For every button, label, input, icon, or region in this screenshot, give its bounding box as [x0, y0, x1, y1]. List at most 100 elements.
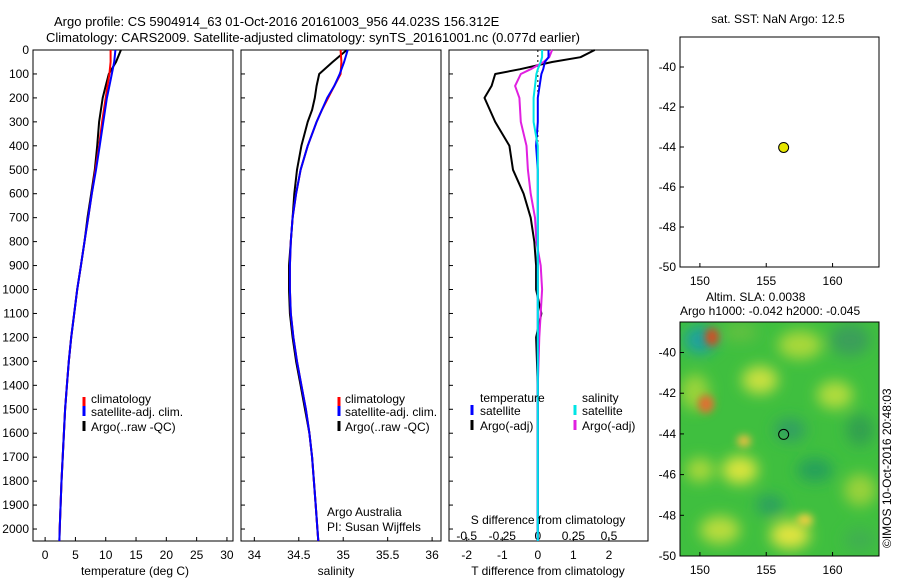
temperature-x-tick-label: 0: [42, 548, 49, 562]
depth-tick-label: 300: [9, 115, 29, 129]
salinity-satellite-diff-line: [532, 50, 544, 541]
salinity-profile-line: [288, 49, 349, 542]
map-y-tick-label: -44: [659, 427, 677, 441]
temperature-xlabel: temperature (deg C): [81, 564, 189, 578]
map-x-tick-label: 150: [690, 563, 710, 577]
depth-tick-label: 1500: [2, 402, 29, 416]
salinity-x-tick-label: 34.5: [287, 548, 311, 562]
difference-profiles: [483, 49, 596, 541]
header-title-line2: Climatology: CARS2009. Satellite-adjuste…: [46, 30, 580, 45]
map-y-tick-label: -50: [659, 549, 677, 563]
temperature-axis-ticks: 0100200300400500600700800900100011001200…: [2, 43, 234, 562]
map-y-tick-label: -40: [659, 60, 677, 74]
depth-tick-label: 1900: [2, 498, 29, 512]
temperature-profiles: [58, 49, 122, 542]
temperature-x-tick-label: 20: [160, 548, 174, 562]
sst-label: sat. SST: NaN Argo: 12.5: [711, 12, 845, 26]
temperature-diff-x-tick-label: 0: [534, 548, 541, 562]
legend-temp-satellite-label: satellite: [480, 404, 521, 418]
legend-argo-label: Argo(..raw -QC): [91, 420, 176, 434]
depth-tick-label: 1000: [2, 283, 29, 297]
salinity-diff-tick-label: -0.25: [489, 529, 517, 543]
salinity-x-tick-label: 35.5: [376, 548, 400, 562]
map-x-tick-label: 160: [823, 563, 843, 577]
depth-tick-label: 2000: [2, 522, 29, 536]
sla-label: Altim. SLA: 0.0038: [706, 290, 806, 304]
depth-tick-label: 600: [9, 187, 29, 201]
map-x-tick-label: 155: [756, 563, 776, 577]
depth-tick-label: 0: [22, 43, 29, 57]
legend-climatology-label: climatology: [91, 392, 151, 406]
map-x-tick-label: 160: [823, 274, 843, 288]
depth-tick-label: 1700: [2, 450, 29, 464]
depth-tick-label: 700: [9, 211, 29, 225]
legend-sal-satellite-label: satellite: [582, 404, 623, 418]
temperature-diff-x-tick-label: 2: [606, 548, 613, 562]
map-y-tick-label: -40: [659, 346, 677, 360]
argo-location-marker: [778, 428, 790, 440]
map-y-tick-label: -46: [659, 180, 677, 194]
legend-temperature-head: temperature: [480, 391, 545, 405]
credit-line2: PI: Susan Wijffels: [327, 520, 421, 534]
depth-tick-label: 200: [9, 91, 29, 105]
imos-watermark: ©IMOS 10-Oct-2016 20:48:03: [880, 388, 894, 548]
temperature-diff-xlabel: T difference from climatology: [471, 564, 625, 578]
salinity-diff-tick-label: 0.25: [562, 529, 586, 543]
temperature-panel: 0100200300400500600700800900100011001200…: [2, 43, 234, 578]
map-x-tick-label: 150: [690, 274, 710, 288]
depth-tick-label: 400: [9, 139, 29, 153]
map-y-tick-label: -46: [659, 468, 677, 482]
map-y-tick-label: -48: [659, 220, 677, 234]
header-title-line1: Argo profile: CS 5904914_63 01-Oct-2016 …: [54, 14, 500, 29]
sla-map-axis-ticks: 150 155 160 -40 -42 -44 -46 -48 -50: [659, 346, 843, 577]
sla-heatmap: [680, 322, 879, 556]
salinity-diff-xlabel: S difference from climatology: [471, 513, 626, 527]
sla-map-panel: Altim. SLA: 0.0038 Argo h1000: -0.042 h2…: [659, 290, 894, 577]
salinity-xlabel: salinity: [318, 564, 355, 578]
legend-temp-argo-label: Argo(-adj): [480, 419, 533, 433]
legend-climatology-label: climatology: [345, 392, 405, 406]
salinity-diff-tick-label: -0.5: [456, 529, 477, 543]
legend-salinity-head: salinity: [582, 391, 619, 405]
salinity-axis-ticks: 34 34.5 35 35.5 36: [241, 49, 439, 562]
map-y-tick-label: -48: [659, 508, 677, 522]
salinity-x-tick-label: 34: [248, 548, 262, 562]
temperature-diff-x-tick-label: -1: [497, 548, 508, 562]
depth-tick-label: 900: [9, 259, 29, 273]
depth-tick-label: 1100: [3, 306, 29, 320]
depth-tick-label: 1400: [2, 378, 29, 392]
sla-height-label: Argo h1000: -0.042 h2000: -0.045: [680, 304, 860, 318]
salinity-x-tick-label: 35: [337, 548, 351, 562]
map-y-tick-label: -50: [659, 260, 677, 274]
temperature-diff-x-tick-label: 1: [570, 548, 577, 562]
legend-satellite-label: satellite-adj. clim.: [91, 405, 183, 419]
temperature-x-tick-label: 25: [190, 548, 204, 562]
salinity-profiles: [288, 49, 349, 542]
map-y-tick-label: -42: [659, 386, 677, 400]
legend-argo-label: Argo(..raw -QC): [345, 420, 430, 434]
temperature-profile-line: [58, 49, 117, 542]
map-x-tick-label: 155: [756, 274, 776, 288]
salinity-diff-tick-label: 0.5: [601, 529, 618, 543]
depth-tick-label: 1300: [2, 354, 29, 368]
depth-tick-label: 500: [9, 163, 29, 177]
sst-map-panel: sat. SST: NaN Argo: 12.5 150 155 160 -40 -42…: [659, 12, 880, 288]
temperature-x-tick-label: 15: [129, 548, 143, 562]
sst-map-axis-ticks: 150 155 160 -40 -42 -44 -46 -48 -50: [659, 60, 843, 288]
map-y-tick-label: -42: [659, 100, 677, 114]
salinity-panel: 34 34.5 35 35.5 36 climatology satellite-adj…: [240, 49, 442, 578]
credit-line1: Argo Australia: [327, 505, 402, 519]
depth-tick-label: 100: [9, 67, 29, 81]
temperature-diff-x-tick-label: -2: [461, 548, 472, 562]
depth-tick-label: 1600: [2, 426, 29, 440]
argo-location-marker: [778, 141, 790, 153]
temperature-x-tick-label: 30: [220, 548, 234, 562]
depth-tick-label: 1800: [2, 474, 29, 488]
depth-tick-label: 1200: [2, 330, 29, 344]
depth-tick-label: 800: [9, 235, 29, 249]
sst-map-points: [778, 141, 790, 153]
temperature-x-tick-label: 10: [99, 548, 113, 562]
salinity-x-tick-label: 36: [425, 548, 439, 562]
